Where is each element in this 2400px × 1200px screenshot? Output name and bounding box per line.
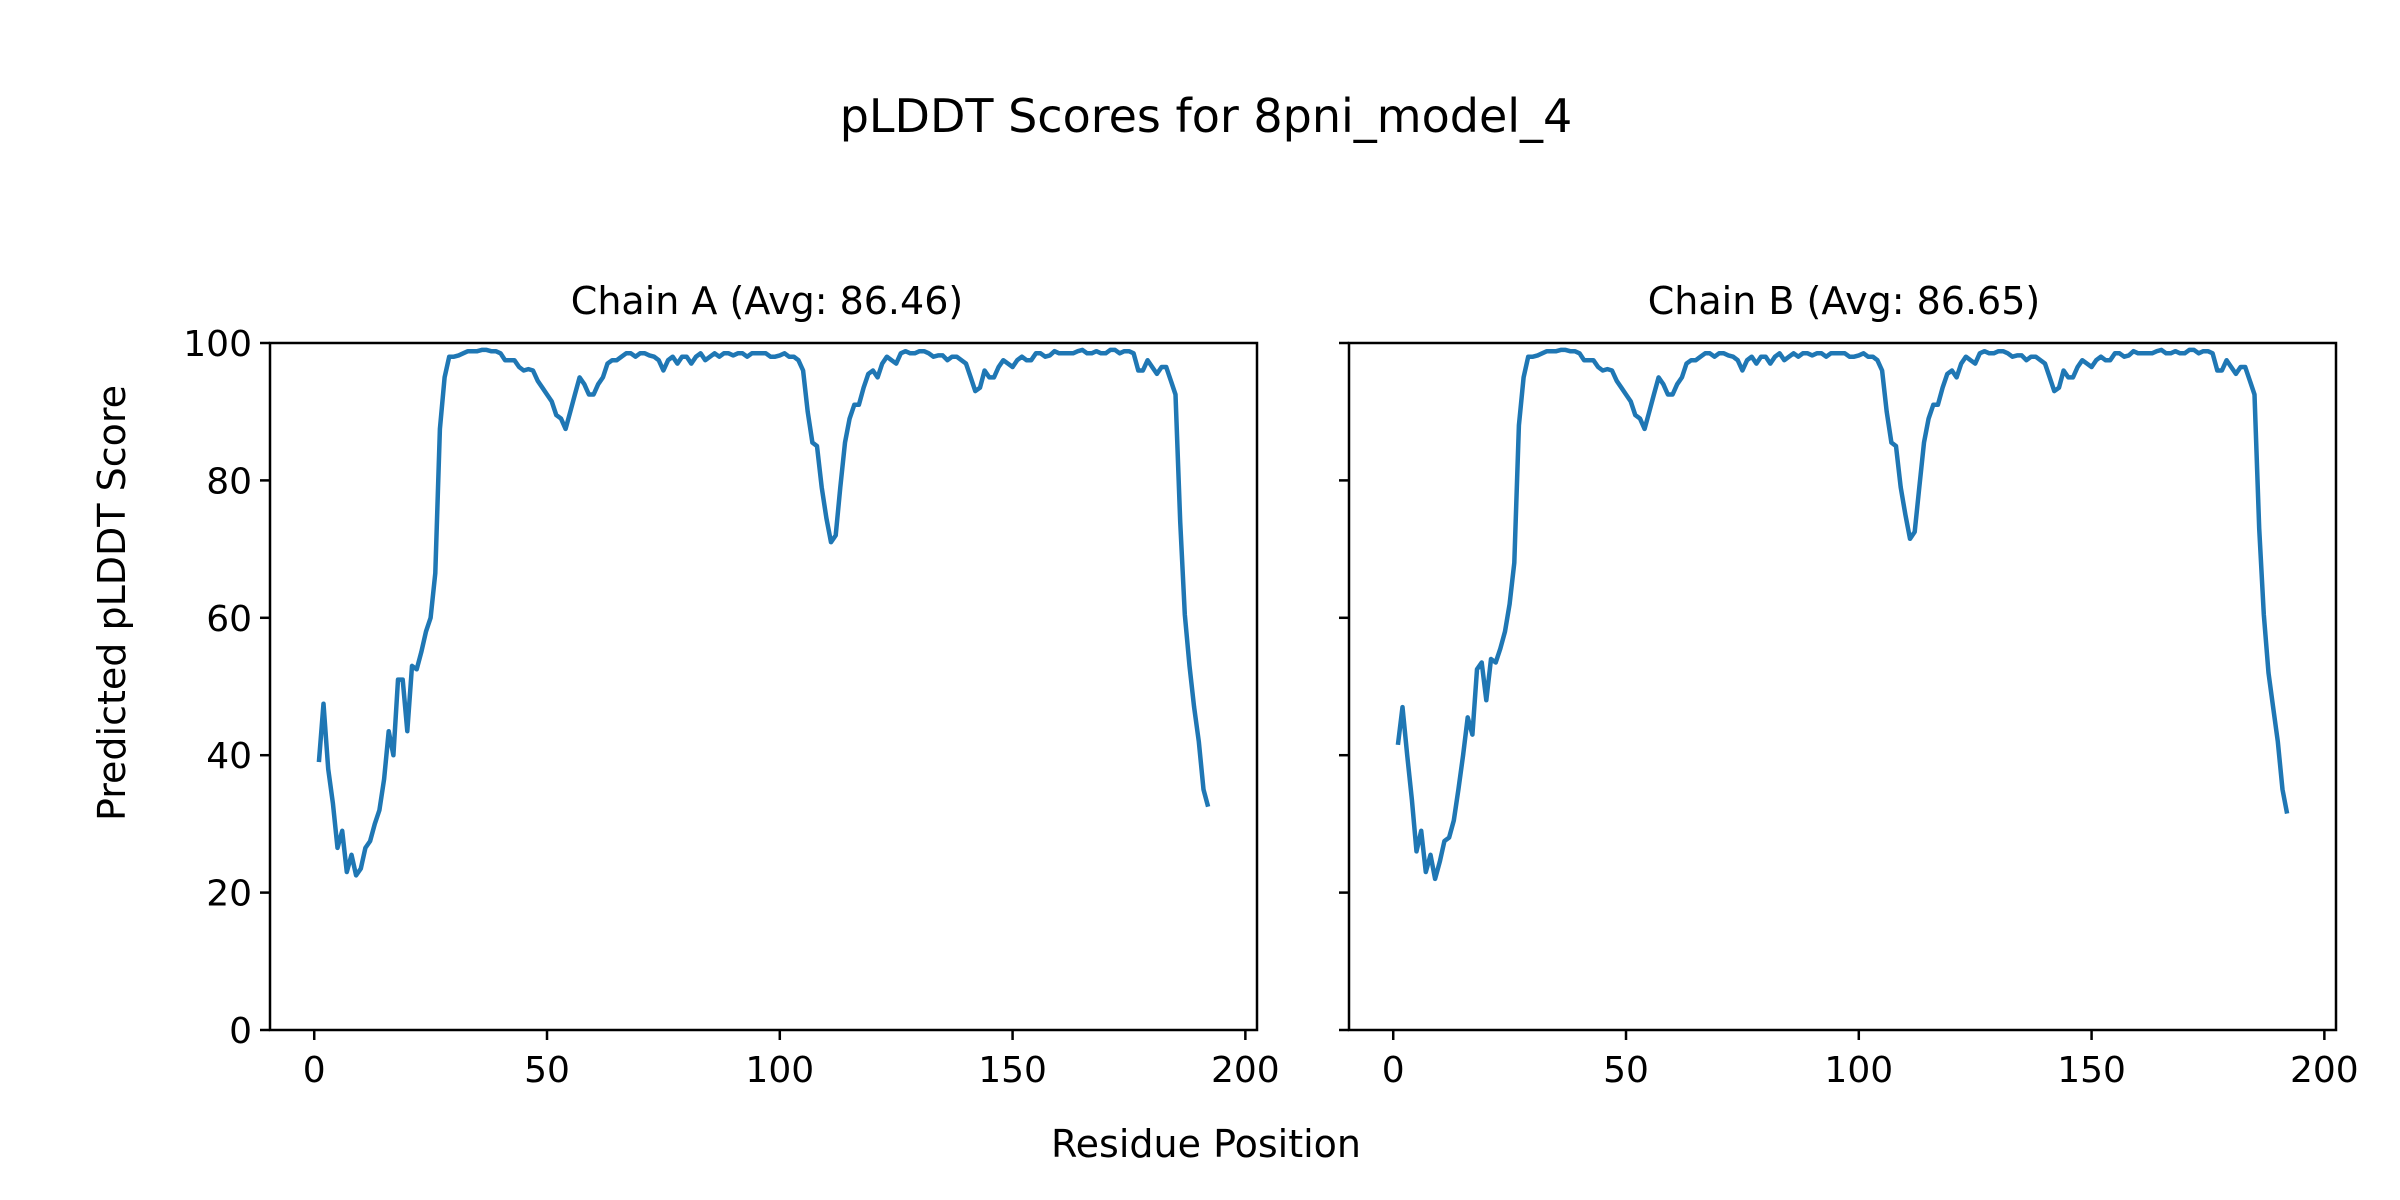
chain-a-title: Chain A (Avg: 86.46) bbox=[571, 279, 963, 323]
chain-a-panel: Chain A (Avg: 86.46) 0 50 100 150 200 0 20 40 60… bbox=[183, 279, 1279, 1091]
chain-b-x-tick-label: 200 bbox=[2290, 1050, 2359, 1091]
chain-b-plot-frame bbox=[1347, 341, 2338, 1032]
chain-a-x-tick-label: 0 bbox=[303, 1050, 326, 1091]
chain-a-plot-frame bbox=[268, 341, 1259, 1032]
chain-a-y-tick-label: 80 bbox=[206, 461, 252, 502]
chain-b-plddt-line bbox=[1395, 347, 2290, 882]
chain-b-panel: Chain B (Avg: 86.65) 0 50 100 150 200 bbox=[1339, 279, 2359, 1091]
chain-a-y-tick-label: 100 bbox=[183, 324, 252, 365]
chain-b-x-tick-label: 100 bbox=[1824, 1050, 1893, 1091]
chain-a-y-tick-label: 60 bbox=[206, 599, 252, 640]
chain-a-x-tick-label: 150 bbox=[978, 1050, 1047, 1091]
chain-b-x-tick-label: 0 bbox=[1382, 1050, 1405, 1091]
chain-a-y-tick-label: 20 bbox=[206, 874, 252, 915]
y-axis-label: Predicted pLDDT Score bbox=[90, 385, 134, 821]
chain-b-x-tick-label: 50 bbox=[1603, 1050, 1649, 1091]
figure-title: pLDDT Scores for 8pni_model_4 bbox=[840, 89, 1573, 143]
chain-a-x-tick-label: 100 bbox=[745, 1050, 814, 1091]
x-axis-label: Residue Position bbox=[1051, 1122, 1361, 1166]
chain-a-y-tick-label: 40 bbox=[206, 736, 252, 777]
chain-b-x-tick-label: 150 bbox=[2057, 1050, 2126, 1091]
chain-a-ticks: 0 50 100 150 200 0 20 40 60 80 100 bbox=[183, 324, 1279, 1091]
chain-a-x-tick-label: 200 bbox=[1211, 1050, 1280, 1091]
chain-b-ticks: 0 50 100 150 200 bbox=[1339, 341, 2359, 1091]
chain-a-y-tick-label: 0 bbox=[229, 1011, 252, 1052]
chain-a-x-tick-label: 50 bbox=[524, 1050, 570, 1091]
chain-b-title: Chain B (Avg: 86.65) bbox=[1648, 279, 2040, 323]
chain-a-plddt-line bbox=[316, 347, 1211, 878]
